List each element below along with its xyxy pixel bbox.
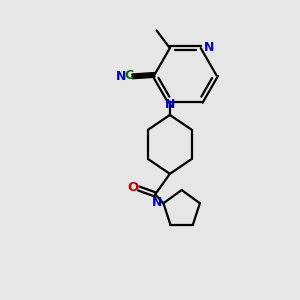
Text: N: N — [165, 98, 175, 111]
Text: O: O — [128, 181, 139, 194]
Text: N: N — [204, 41, 214, 54]
Text: N: N — [116, 70, 126, 83]
Text: N: N — [152, 196, 162, 208]
Text: C: C — [124, 69, 133, 82]
